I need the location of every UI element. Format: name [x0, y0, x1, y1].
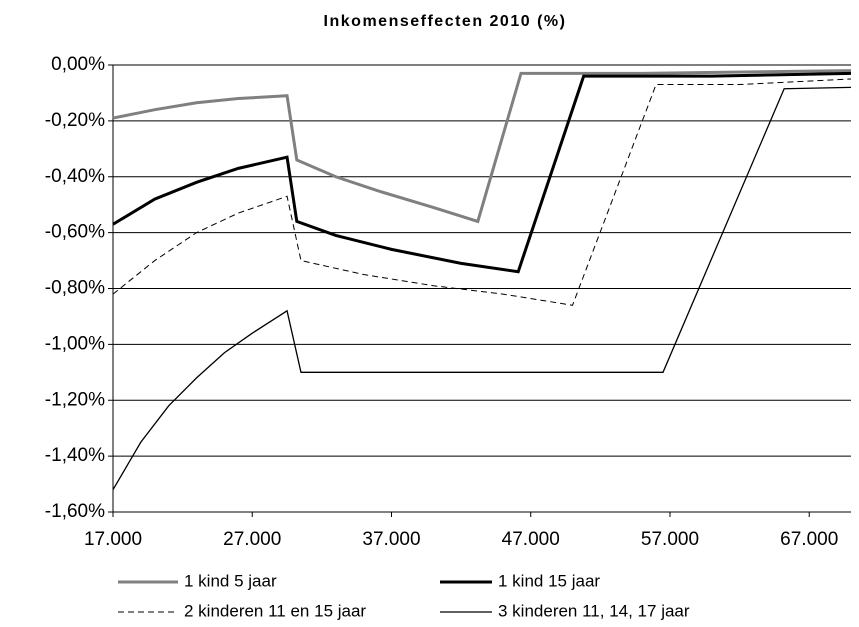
y-tick-label: -1,40%: [45, 445, 105, 466]
y-tick-label: -1,20%: [45, 389, 105, 410]
series-line: [112, 78, 852, 306]
legend-label: 1 kind 15 jaar: [498, 571, 600, 590]
x-tick-label: 37.000: [362, 529, 420, 550]
x-tick-label: 67.000: [780, 529, 838, 550]
y-tick-label: -1,60%: [45, 501, 105, 522]
x-tick-label: 17.000: [84, 529, 142, 550]
series-line: [112, 69, 852, 224]
y-tick-label: -0,20%: [45, 110, 105, 131]
chart-title: Inkomenseffecten 2010 (%): [324, 13, 567, 30]
y-tick-label: -0,60%: [45, 222, 105, 243]
y-tick-label: -1,00%: [45, 333, 105, 354]
y-tick-label: 0,00%: [51, 54, 105, 75]
x-tick-label: 57.000: [641, 529, 699, 550]
y-tick-label: -0,40%: [45, 166, 105, 187]
series-line: [112, 86, 852, 490]
legend-label: 1 kind 5 jaar: [184, 571, 277, 590]
y-tick-label: -0,80%: [45, 278, 105, 299]
x-tick-label: 27.000: [223, 529, 281, 550]
legend-label: 3 kinderen 11, 14, 17 jaar: [498, 601, 690, 620]
legend-label: 2 kinderen 11 en 15 jaar: [184, 601, 366, 620]
x-tick-label: 47.000: [502, 529, 560, 550]
series-line: [112, 71, 852, 274]
